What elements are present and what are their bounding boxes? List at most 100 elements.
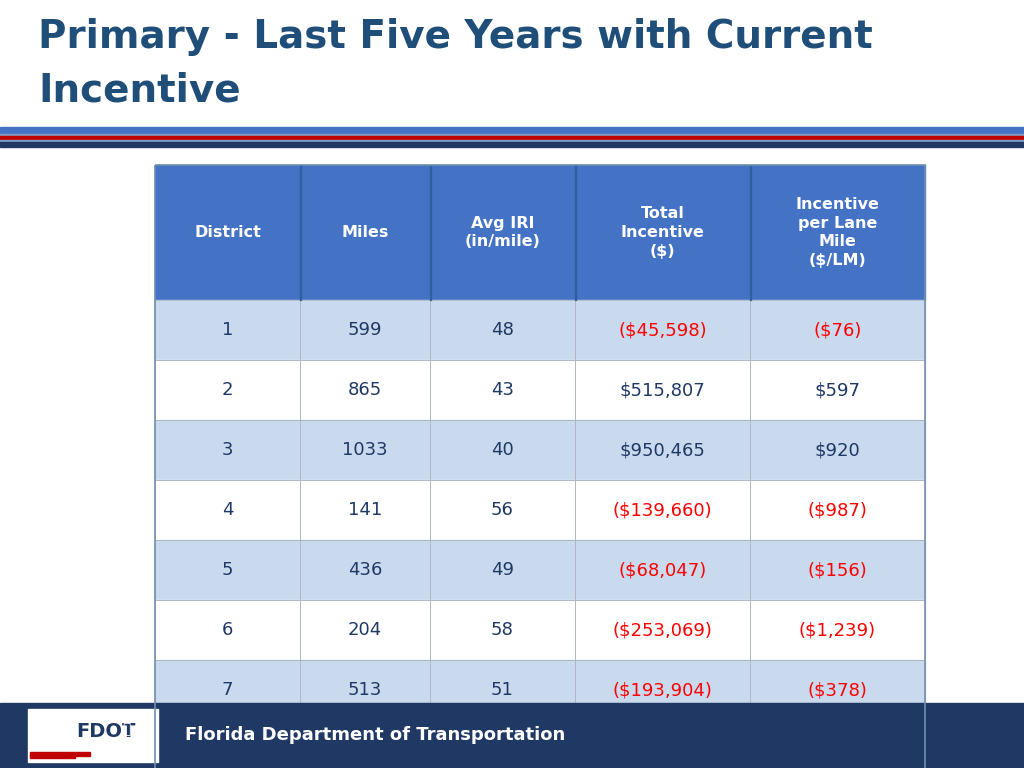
Text: 3793: 3793 (342, 741, 388, 759)
Bar (155, 540, 300, 600)
Bar (300, 720, 430, 768)
Bar (750, 660, 925, 720)
Bar (430, 660, 575, 720)
Bar (300, 420, 430, 480)
Bar (430, 600, 575, 660)
Text: 436: 436 (348, 561, 382, 579)
Text: 2: 2 (222, 381, 233, 399)
Bar (575, 660, 750, 720)
Bar (155, 660, 300, 720)
Bar (300, 720, 430, 768)
Bar (750, 480, 925, 540)
Bar (430, 660, 575, 720)
Bar (300, 480, 430, 540)
Bar (300, 600, 430, 660)
Text: 1033: 1033 (342, 441, 388, 459)
Text: 58: 58 (492, 621, 514, 639)
Bar (575, 540, 750, 600)
Text: 56: 56 (492, 501, 514, 519)
Bar (155, 300, 300, 360)
Bar (155, 420, 300, 480)
Bar (300, 300, 430, 360)
Bar (300, 360, 430, 420)
Bar (575, 720, 750, 768)
Bar (28, 709, 158, 762)
Text: $950,465: $950,465 (620, 441, 706, 459)
Bar (155, 360, 300, 420)
Text: 5: 5 (222, 561, 233, 579)
Bar (300, 660, 430, 720)
Bar (300, 360, 430, 420)
Bar (0, 703, 1024, 768)
Bar (155, 540, 300, 600)
Bar (430, 720, 575, 768)
Text: 49: 49 (490, 561, 514, 579)
Bar (750, 360, 925, 420)
Bar (750, 660, 925, 720)
Bar (750, 420, 925, 480)
Bar (575, 300, 750, 360)
Bar (155, 720, 300, 768)
Bar (575, 360, 750, 420)
Bar (300, 540, 430, 600)
Bar (155, 600, 300, 660)
Bar (155, 165, 925, 768)
Text: 🌊: 🌊 (122, 723, 130, 737)
Bar (575, 660, 750, 720)
Text: 865: 865 (348, 381, 382, 399)
Text: Incentive: Incentive (38, 72, 241, 110)
Text: District: District (195, 225, 261, 240)
Text: ($76): ($76) (813, 321, 861, 339)
Text: ($378): ($378) (808, 681, 867, 699)
Bar (750, 600, 925, 660)
Bar (750, 540, 925, 600)
Bar (750, 720, 925, 768)
Bar (430, 300, 575, 360)
Bar (300, 420, 430, 480)
Bar (155, 480, 300, 540)
Text: Florida Department of Transportation: Florida Department of Transportation (185, 727, 565, 744)
Bar (750, 480, 925, 540)
Text: 3: 3 (222, 441, 233, 459)
Bar (430, 600, 575, 660)
Text: $515,807: $515,807 (620, 381, 706, 399)
Bar (575, 540, 750, 600)
Text: 51: 51 (492, 681, 514, 699)
Bar (575, 420, 750, 480)
Text: Total
Incentive
($): Total Incentive ($) (621, 207, 705, 259)
Bar (575, 720, 750, 768)
Bar (575, 480, 750, 540)
Text: 1: 1 (222, 321, 233, 339)
Text: 48: 48 (492, 321, 514, 339)
Text: Total: Total (206, 741, 249, 759)
Bar (750, 720, 925, 768)
Text: ($156): ($156) (808, 561, 867, 579)
Text: $597: $597 (814, 381, 860, 399)
Bar (750, 420, 925, 480)
Text: ($45,598): ($45,598) (618, 321, 707, 339)
Bar (300, 540, 430, 600)
Text: $765,994: $765,994 (620, 741, 706, 759)
Bar (430, 480, 575, 540)
Bar (155, 420, 300, 480)
Text: Miles: Miles (341, 225, 389, 240)
Text: 204: 204 (348, 621, 382, 639)
Bar (430, 420, 575, 480)
Text: ($253,069): ($253,069) (612, 621, 713, 639)
Bar (300, 600, 430, 660)
Text: 141: 141 (348, 501, 382, 519)
Bar (155, 660, 300, 720)
Bar (750, 165, 925, 300)
Bar (575, 300, 750, 360)
Text: 46: 46 (492, 741, 514, 759)
Bar (750, 300, 925, 360)
Text: ($193,904): ($193,904) (612, 681, 713, 699)
Bar (575, 420, 750, 480)
Bar (300, 480, 430, 540)
Text: 4: 4 (222, 501, 233, 519)
Bar (300, 660, 430, 720)
Bar (300, 300, 430, 360)
Text: $920: $920 (815, 441, 860, 459)
Bar (575, 360, 750, 420)
Text: 513: 513 (348, 681, 382, 699)
